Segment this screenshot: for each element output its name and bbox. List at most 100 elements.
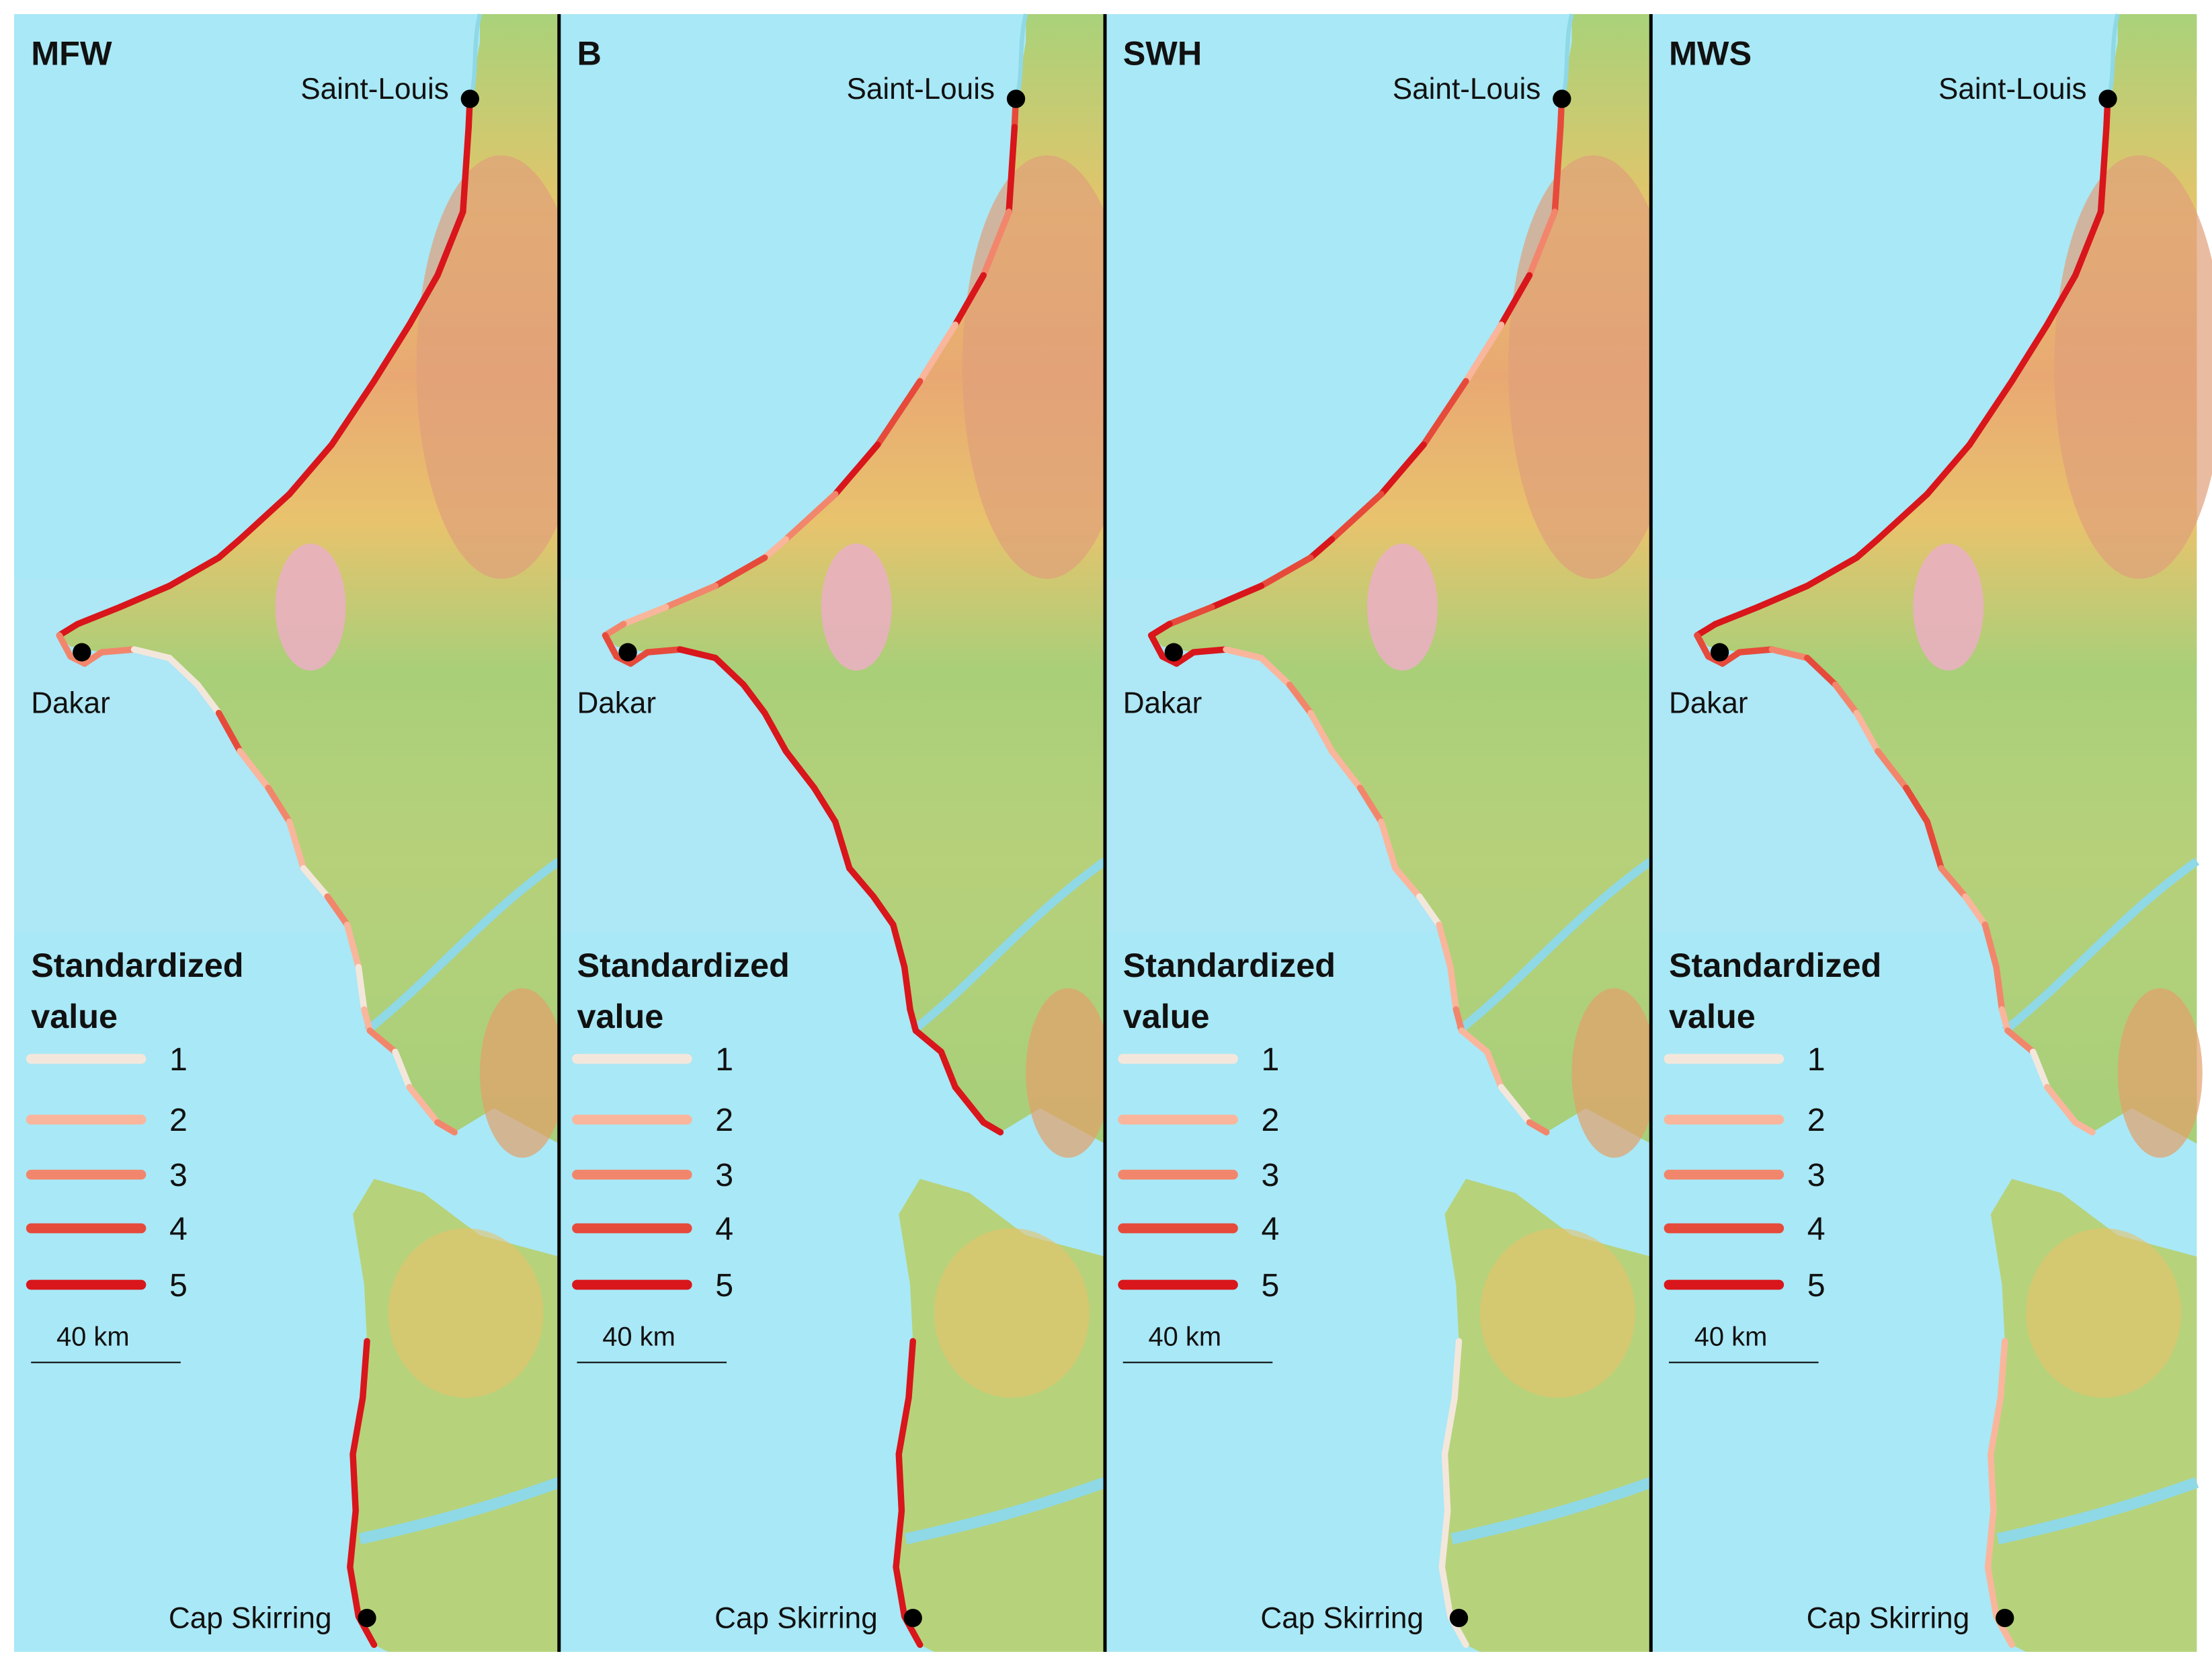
coast-segment	[782, 748, 817, 791]
coast-segment	[1458, 1027, 1491, 1056]
city-label: Dakar	[31, 687, 110, 720]
coast-segment	[98, 646, 138, 655]
legend-label: 3	[1262, 1157, 1280, 1193]
city-label: Cap Skirring	[714, 1601, 878, 1634]
coast-segment	[1447, 963, 1460, 1013]
river-north	[469, 13, 483, 97]
city-label: Cap Skirring	[1807, 1601, 1970, 1634]
legend-label: 2	[169, 1102, 188, 1138]
coast-segment	[712, 654, 747, 688]
city-label: Dakar	[577, 687, 656, 720]
map-panel: MWS Saint-Louis Dakar Cap Skirring Standardi…	[1651, 13, 2212, 1652]
coast-segment	[56, 621, 81, 639]
coast-segment	[1286, 681, 1314, 717]
coast-segment	[2072, 1119, 2096, 1136]
city-marker	[618, 643, 637, 662]
river-north	[1015, 13, 1028, 97]
coast-segment	[1420, 378, 1469, 448]
coast-segment	[2030, 1048, 2051, 1090]
highland-east	[2117, 988, 2203, 1158]
coast-segment	[1853, 536, 1881, 561]
coast-segment	[870, 893, 897, 928]
coast-segment	[361, 1006, 373, 1034]
coast-segment	[782, 491, 839, 543]
coast-segment	[1526, 208, 1559, 279]
city-label: Cap Skirring	[1260, 1601, 1424, 1634]
legend-label: 2	[715, 1102, 733, 1138]
legend-label: 3	[169, 1157, 188, 1193]
coast-segment	[1416, 893, 1442, 928]
coast-segment	[1694, 621, 1719, 639]
coast-segment	[265, 785, 293, 825]
coast-segment	[1526, 1119, 1550, 1136]
coast-segment	[1483, 1048, 1505, 1090]
river	[2002, 857, 2200, 1034]
river	[1456, 857, 1653, 1034]
panel-title: B	[577, 34, 601, 73]
city-marker	[1006, 89, 1026, 108]
coast-segment	[460, 124, 472, 215]
coast-segment	[846, 865, 877, 900]
legend-label: 5	[169, 1267, 188, 1304]
city-label: Saint-Louis	[1938, 73, 2087, 106]
coast-segment	[762, 536, 789, 561]
coast-segment	[286, 441, 335, 498]
coast-segment	[215, 709, 243, 754]
coast-segment	[677, 646, 719, 662]
south-hills	[1480, 1228, 1635, 1398]
highland-east	[1026, 988, 1111, 1158]
coast-segment	[1993, 963, 2006, 1013]
coast-segment	[1436, 921, 1454, 971]
legend-label: 5	[1807, 1267, 1826, 1304]
coast-segment	[166, 654, 201, 688]
city-marker	[1553, 89, 1571, 108]
city-marker	[73, 643, 91, 662]
coast-segment	[740, 681, 768, 717]
scale-label: 40 km	[1694, 1322, 1768, 1351]
coast-segment	[1719, 649, 1743, 667]
coast-segment	[1712, 604, 1761, 627]
city-marker	[903, 1608, 922, 1628]
city-marker	[2098, 89, 2117, 108]
coast-segment	[1258, 554, 1314, 590]
coast-segment	[1804, 554, 1860, 590]
city-label: Saint-Louis	[300, 73, 449, 106]
highland-east	[1571, 988, 1657, 1158]
coast-segment	[1378, 818, 1399, 872]
coast-segment	[663, 582, 719, 610]
south-hills	[2026, 1228, 2182, 1398]
coast-segment	[1875, 491, 1930, 543]
river-south	[358, 1477, 561, 1545]
coast-segment	[1356, 785, 1385, 825]
river-north	[1561, 13, 1574, 97]
coast-segment	[1551, 124, 1564, 215]
coast-segment	[1463, 321, 1505, 385]
coast-segment	[1981, 921, 2000, 971]
coast-segment	[644, 646, 684, 655]
coast-segment	[1754, 582, 1811, 610]
coast-segment	[215, 536, 243, 561]
legend-label: 3	[715, 1157, 733, 1193]
panel-title: MWS	[1669, 34, 1752, 73]
legend-label: 1	[169, 1041, 188, 1078]
coast-segment	[874, 378, 924, 448]
highland	[962, 155, 1132, 579]
coast-segment	[620, 604, 669, 627]
scale-label: 40 km	[56, 1322, 130, 1351]
coast-segment	[130, 646, 173, 662]
map-panel: SWH Saint-Louis Dakar Cap Skirring Standardi…	[1106, 13, 1678, 1652]
coast-segment	[1853, 709, 1881, 754]
coast-segment	[1903, 785, 1930, 825]
coast-segment	[2097, 124, 2110, 215]
coast-segment	[980, 1119, 1004, 1136]
coast-segment	[832, 818, 853, 872]
coast-segment	[917, 321, 958, 385]
city-marker	[1449, 1608, 1469, 1628]
coast-segment	[116, 582, 173, 610]
legend-title: Standardized value	[577, 946, 789, 1035]
city-marker	[358, 1608, 376, 1628]
river	[910, 857, 1108, 1034]
coast-segment	[1209, 582, 1265, 610]
coast-segment	[1938, 865, 1969, 900]
coast-segment	[627, 649, 651, 667]
